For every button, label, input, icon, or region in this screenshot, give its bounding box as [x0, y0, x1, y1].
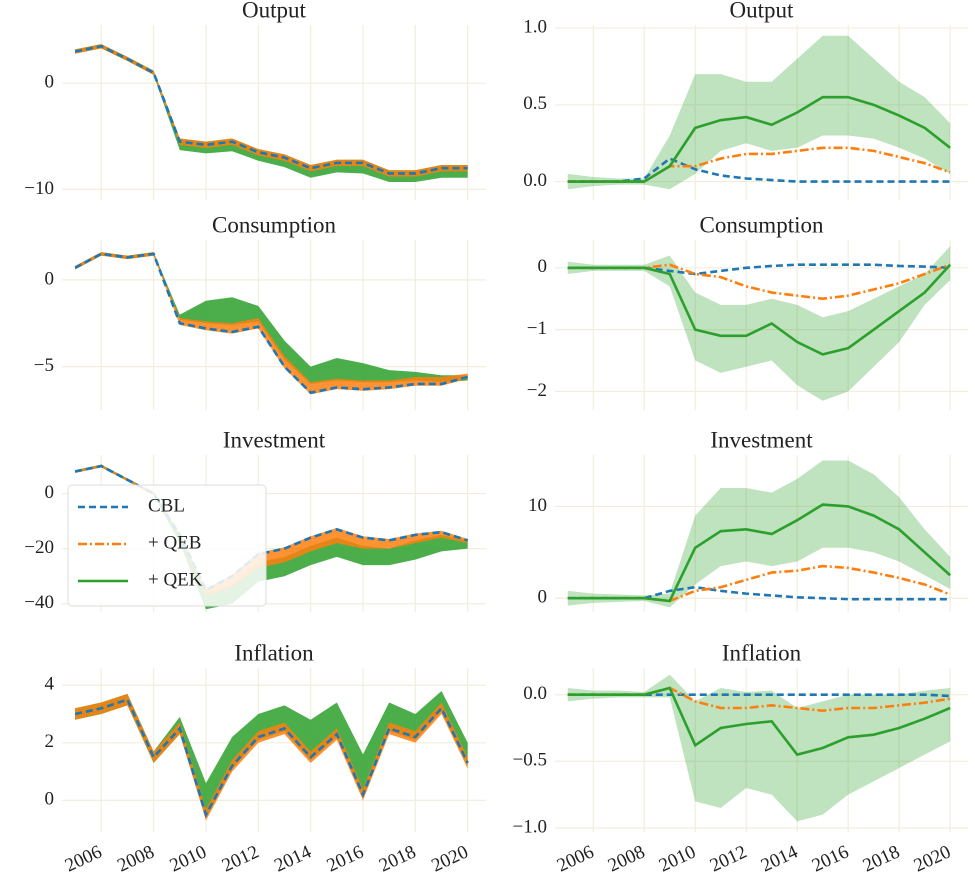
series-line: [567, 503, 952, 603]
band: [75, 44, 468, 177]
band: [75, 252, 468, 384]
y-tick-label: −0.5: [513, 750, 547, 771]
x-tick-label: 2008: [605, 841, 648, 876]
x-tick-label: 2014: [758, 841, 802, 876]
x-tick-label: 2006: [62, 841, 105, 876]
y-tick-label: 0: [45, 72, 55, 93]
band: [567, 460, 951, 608]
panel: Output −10 0: [24, 0, 486, 200]
band: [75, 44, 468, 182]
y-tick-label: 0.5: [523, 93, 547, 114]
band: [567, 246, 951, 401]
y-tick-label: −40: [24, 592, 54, 613]
y-tick-label: 4: [45, 674, 55, 695]
x-tick-label: 2020: [428, 841, 471, 876]
panel-title: Output: [730, 0, 795, 22]
panel-title: Consumption: [212, 212, 336, 237]
y-tick-label: 10: [528, 495, 547, 516]
x-tick-label: 2018: [860, 841, 903, 876]
legend-label: CBL: [148, 495, 185, 516]
band: [567, 674, 951, 822]
x-tick-label: 2010: [656, 841, 699, 876]
series-line: [567, 95, 951, 183]
x-tick-label: 2020: [911, 841, 954, 876]
x-tick-label: 2006: [554, 841, 597, 876]
y-tick-label: 0.0: [523, 683, 547, 704]
y-tick-label: −20: [24, 537, 54, 558]
legend-label: + QEB: [148, 532, 201, 553]
y-tick-label: 0.0: [523, 170, 547, 191]
legend-box: [67, 484, 267, 607]
panel-title: Inflation: [722, 640, 802, 665]
x-tick-label: 2014: [271, 841, 315, 876]
series-line: [567, 263, 951, 276]
panel-title: Investment: [223, 427, 326, 452]
panel-title: Inflation: [234, 640, 314, 665]
x-tick-label: 2010: [167, 841, 210, 876]
band: [75, 693, 468, 821]
series-line: [567, 585, 951, 601]
series-line: [74, 252, 469, 395]
x-tick-label: 2012: [219, 841, 262, 876]
band: [567, 35, 951, 190]
y-tick-label: 0: [45, 482, 55, 503]
panel: Consumption −2 −1 0: [527, 212, 968, 410]
y-tick-label: −2: [527, 380, 547, 401]
series-line: [567, 693, 951, 698]
series-line: [567, 686, 951, 757]
panel-title: Consumption: [700, 212, 824, 237]
series-line: [567, 157, 951, 183]
y-tick-label: 0: [45, 268, 55, 289]
panel: Output 0.0 0.5 1.0: [523, 0, 968, 200]
legend-label: + QEK: [148, 569, 203, 590]
panel: Consumption −5 0: [34, 212, 486, 410]
y-tick-label: 0: [45, 789, 55, 810]
x-tick-label: 2018: [376, 841, 419, 876]
y-tick-label: −10: [24, 178, 54, 199]
series-line: [567, 263, 952, 356]
panel: Investment 0 10: [528, 427, 968, 612]
y-tick-label: −5: [34, 355, 54, 376]
y-tick-label: 1.0: [523, 16, 547, 37]
x-tick-label: 2008: [114, 841, 157, 876]
panel: Inflation 2006 2008 2010 2012 2014 2016 2018 202…: [513, 640, 968, 876]
y-tick-label: 2: [45, 731, 55, 752]
y-tick-label: 0: [538, 587, 548, 608]
x-tick-label: 2016: [324, 841, 367, 876]
series-line: [74, 698, 469, 819]
panel-title: Investment: [710, 427, 813, 452]
series-line: [567, 146, 951, 183]
y-tick-label: 0: [538, 256, 548, 277]
panel-title: Output: [242, 0, 307, 22]
y-tick-label: −1: [527, 318, 547, 339]
x-tick-label: 2016: [809, 841, 852, 876]
series-line: [74, 44, 468, 175]
y-tick-label: −1.0: [513, 816, 547, 837]
band: [75, 252, 468, 395]
x-tick-label: 2012: [707, 841, 750, 876]
panel: Investment −40 −20 0 CBL + QEB + QEK: [24, 427, 486, 613]
